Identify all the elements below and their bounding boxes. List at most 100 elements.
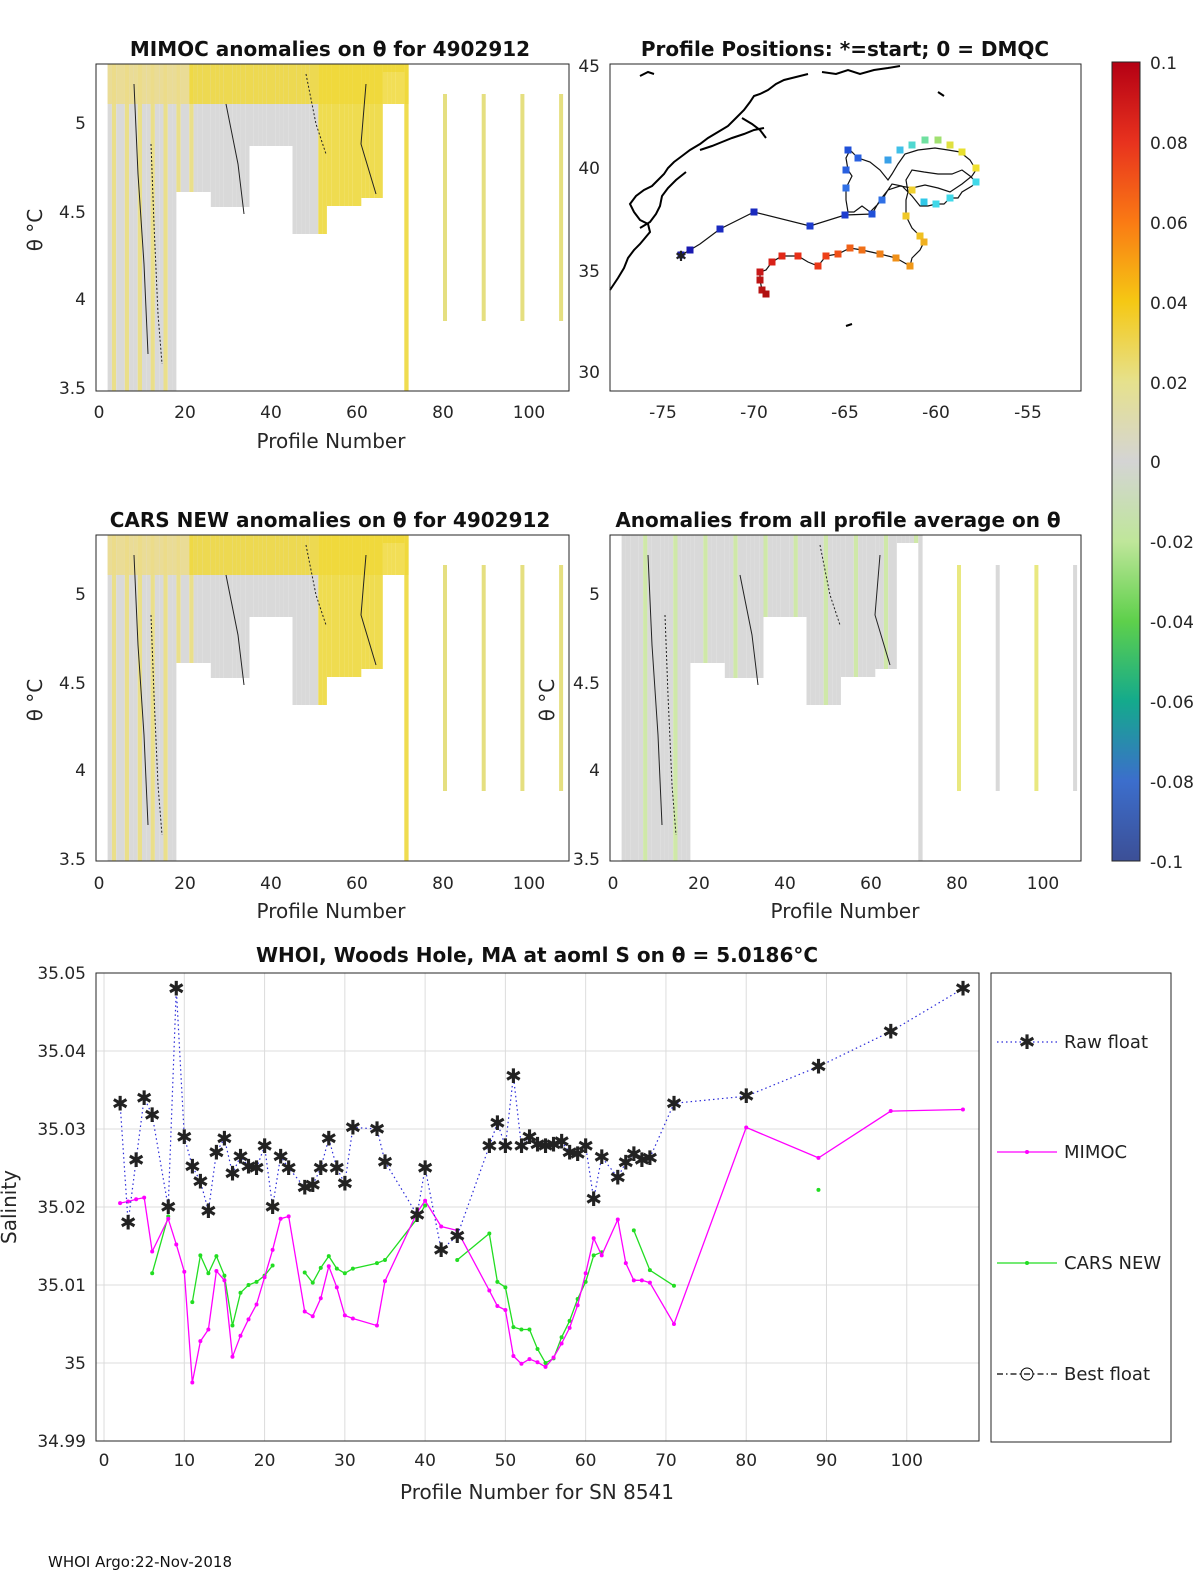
field-column-upper — [185, 64, 190, 104]
field-column — [681, 535, 687, 861]
field-column — [176, 64, 181, 192]
field-column — [720, 535, 725, 663]
field-column — [815, 535, 820, 705]
field-column — [896, 535, 902, 543]
point-raw: ✱ — [136, 1086, 153, 1110]
point-raw: ✱ — [112, 1091, 129, 1115]
field-column-upper — [172, 64, 177, 104]
point-cars — [334, 1266, 339, 1271]
y-tick: 3.5 — [573, 850, 600, 870]
field-column — [236, 64, 241, 207]
field-column — [107, 64, 112, 391]
field-column — [374, 64, 379, 198]
field-column — [111, 535, 117, 861]
field-column-upper — [137, 64, 142, 104]
field-column-upper — [150, 64, 155, 104]
track-point — [756, 268, 764, 276]
field-column — [806, 535, 811, 705]
field-column — [197, 535, 203, 663]
field-column — [116, 64, 121, 391]
field-column-upper — [266, 64, 271, 104]
field-column-upper — [236, 535, 241, 575]
field-column — [378, 535, 383, 669]
field-column-upper — [279, 64, 284, 104]
field-column — [262, 535, 267, 617]
point-mimoc — [326, 1264, 331, 1269]
track-point — [768, 258, 776, 266]
series-line-cars — [151, 1216, 169, 1274]
field-column — [249, 64, 254, 146]
point-raw: ✱ — [224, 1161, 241, 1185]
point-mimoc — [615, 1217, 620, 1222]
point-cars — [503, 1285, 508, 1290]
point-raw: ✱ — [296, 1176, 313, 1200]
point-raw: ✱ — [168, 977, 185, 1001]
field-column — [754, 535, 760, 678]
salinity-chart: WHOI, Woods Hole, MA at aoml S on θ = 5.… — [0, 943, 1172, 1504]
cars-anomaly-field — [107, 535, 564, 861]
contour-line — [150, 614, 163, 836]
point-raw: ✱ — [320, 1126, 337, 1150]
field-column-isolated — [995, 565, 1000, 791]
field-column — [703, 535, 708, 663]
legend-label-mimoc: MIMOC — [1064, 1142, 1127, 1163]
field-column — [236, 535, 241, 678]
contour-line — [647, 554, 663, 826]
panel-cars-title: CARS NEW anomalies on θ for 4902912 — [110, 508, 551, 532]
colorbar-tick: 0 — [1150, 453, 1161, 473]
field-column — [888, 535, 893, 669]
point-raw: ✱ — [120, 1211, 137, 1235]
point-mimoc — [150, 1249, 155, 1254]
field-column — [643, 535, 648, 861]
panel-avg-xticks: 0 20 40 60 80 100 — [608, 874, 1060, 894]
point-raw: ✱ — [369, 1117, 386, 1141]
chart-axes — [95, 972, 980, 1442]
x-tick: 80 — [432, 403, 454, 423]
point-mimoc — [960, 1107, 965, 1112]
field-column-upper — [382, 535, 388, 575]
field-column — [344, 64, 349, 206]
field-column — [858, 535, 863, 677]
point-mimoc — [495, 1304, 500, 1309]
field-column — [232, 64, 237, 207]
field-column-upper — [154, 535, 160, 575]
field-column — [357, 535, 362, 677]
track-point — [750, 208, 758, 216]
field-column-upper — [258, 64, 263, 104]
track-point — [876, 250, 884, 258]
panel-mimoc-xticks: 0 20 40 60 80 100 — [94, 403, 546, 423]
field-column — [189, 535, 194, 663]
field-column — [142, 64, 147, 391]
legend-marker-best — [1020, 1367, 1034, 1381]
field-column — [404, 535, 409, 861]
field-column — [258, 535, 263, 617]
point-mimoc — [334, 1285, 339, 1290]
field-column-upper — [331, 64, 336, 104]
field-column — [279, 535, 284, 617]
field-column — [810, 535, 816, 705]
field-column — [245, 64, 250, 207]
point-raw: ✱ — [569, 1142, 586, 1166]
colorbar-tick: -0.02 — [1150, 533, 1194, 553]
field-column — [625, 535, 631, 861]
field-column-upper — [348, 64, 353, 104]
field-column-upper — [197, 64, 203, 104]
point-raw: ✱ — [312, 1156, 329, 1180]
point-mimoc — [318, 1296, 323, 1301]
colorbar-scale — [1111, 61, 1141, 862]
field-column-upper — [266, 535, 271, 575]
point-cars — [567, 1318, 572, 1323]
field-column-upper — [288, 535, 293, 575]
point-raw: ✱ — [377, 1150, 394, 1174]
field-column-upper — [232, 535, 237, 575]
track-point — [841, 211, 849, 219]
field-column-upper — [176, 64, 181, 104]
x-tick: 100 — [513, 403, 545, 423]
point-raw: ✱ — [513, 1134, 530, 1158]
point-cars — [455, 1258, 460, 1263]
track-point — [756, 276, 764, 284]
point-raw: ✱ — [200, 1199, 217, 1223]
field-column — [318, 64, 323, 234]
panel-positions-axes — [609, 63, 1082, 392]
track-point — [932, 200, 940, 208]
